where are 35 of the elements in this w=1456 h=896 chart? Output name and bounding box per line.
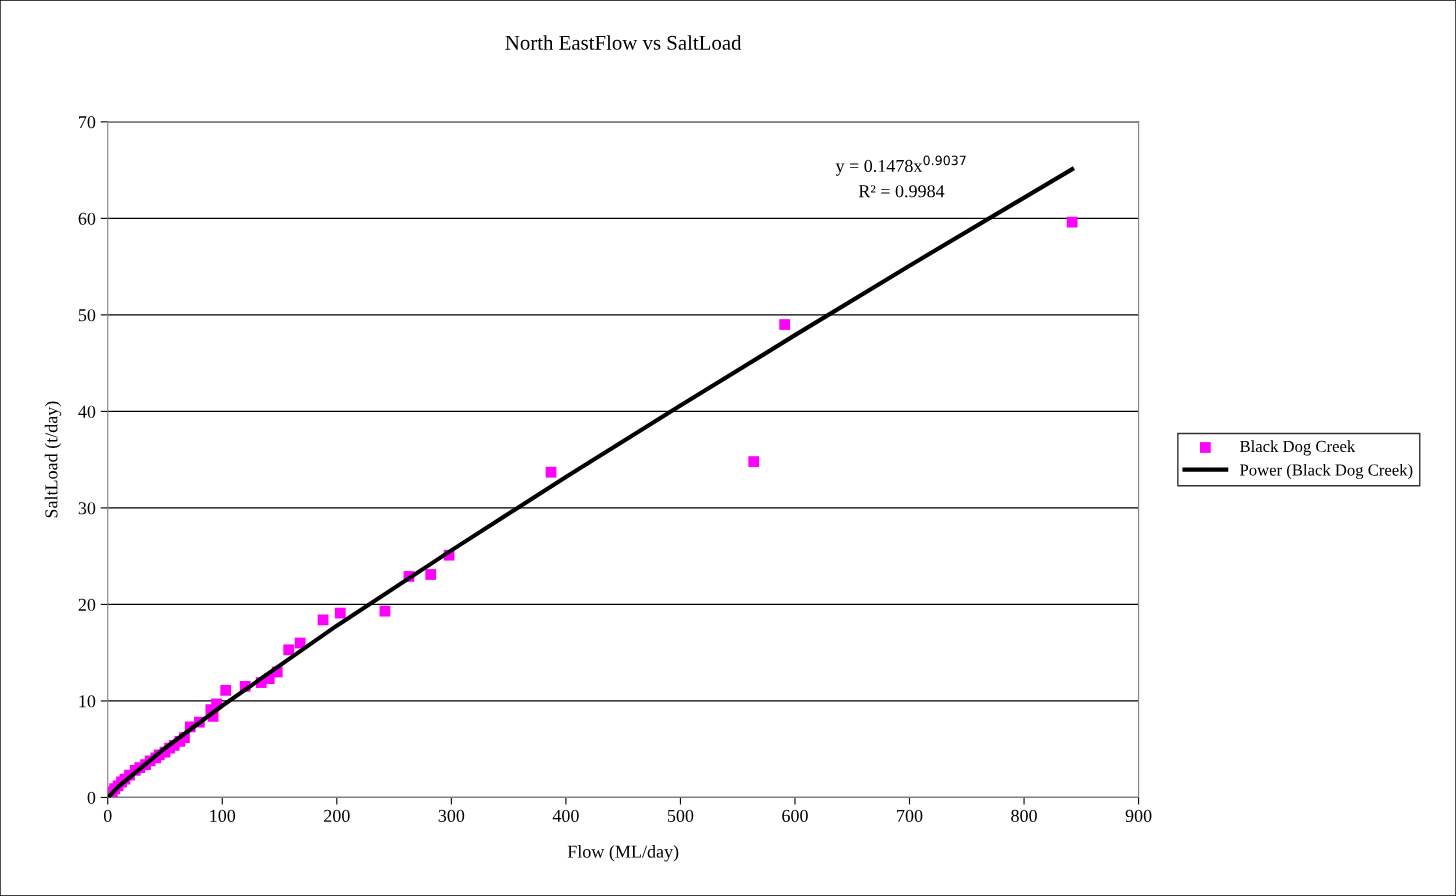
point bbox=[748, 456, 760, 467]
y-tick-label: 50 bbox=[78, 309, 96, 322]
y-tick-label: 20 bbox=[78, 598, 96, 611]
point bbox=[1066, 216, 1078, 228]
y-tick-label: 0 bbox=[87, 791, 96, 804]
x-tick-label: 600 bbox=[782, 809, 808, 822]
point bbox=[317, 614, 329, 626]
x-axis-title: Flow (ML/day) bbox=[567, 845, 679, 862]
annotation: y = 0.1478x$^{0.9037}$ bbox=[835, 155, 966, 176]
x-tick-label: 0 bbox=[103, 809, 112, 822]
x-tick-label: 900 bbox=[1125, 809, 1152, 822]
point bbox=[425, 569, 437, 580]
point bbox=[220, 684, 232, 696]
x-tick-label: 300 bbox=[438, 809, 465, 822]
x-tick-label: 200 bbox=[324, 809, 350, 822]
point bbox=[779, 319, 791, 330]
point bbox=[379, 605, 391, 617]
point bbox=[334, 607, 346, 619]
x-tick-label: 400 bbox=[552, 809, 579, 822]
y-tick-label: 10 bbox=[79, 695, 96, 708]
x-tick-label: 700 bbox=[897, 809, 923, 822]
x-tick-label: 500 bbox=[667, 809, 694, 822]
x-tick-label: 100 bbox=[210, 809, 236, 822]
point bbox=[283, 644, 295, 656]
annotation: R² = 0.9984 bbox=[858, 185, 945, 198]
legend-label: Power (Black Dog Creek) bbox=[1240, 463, 1413, 480]
legend-label: Black Dog Creek bbox=[1240, 440, 1356, 456]
y-tick-label: 30 bbox=[78, 502, 96, 515]
x-tick-label: 800 bbox=[1011, 809, 1037, 822]
point bbox=[545, 466, 557, 478]
y-axis-title: SaltLoad (t/day) bbox=[44, 401, 62, 518]
y-tick-label: 70 bbox=[79, 116, 96, 129]
chart-title: North EastFlow vs SaltLoad bbox=[505, 35, 742, 50]
y-tick-label: 40 bbox=[78, 405, 96, 418]
y-tick-label: 60 bbox=[78, 212, 96, 225]
